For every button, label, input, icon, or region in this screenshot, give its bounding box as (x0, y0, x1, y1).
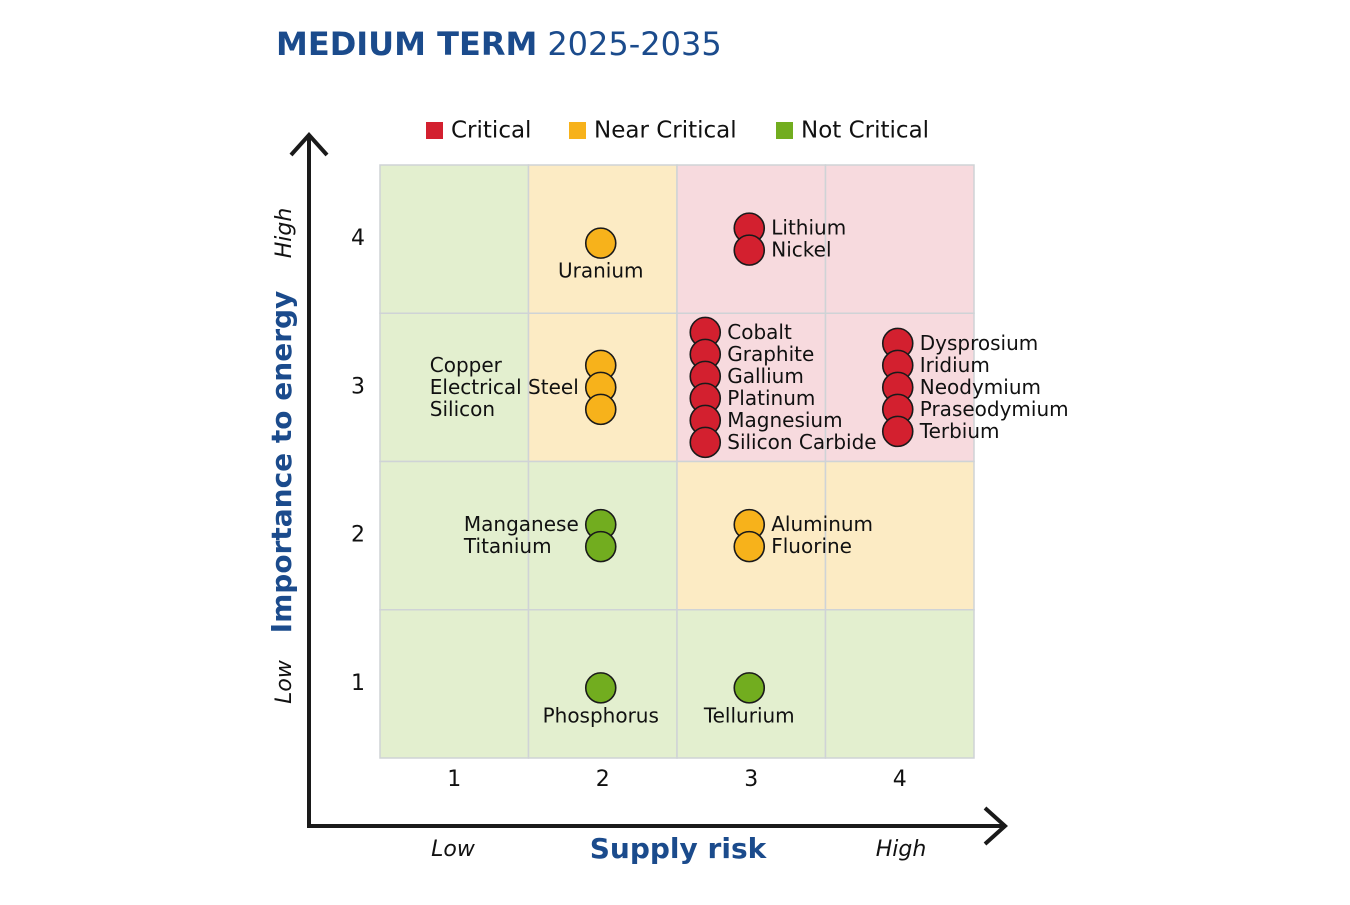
x-low-label: Low (431, 837, 476, 862)
zone-cell (379, 312, 530, 463)
point-label: Iridium (920, 353, 990, 377)
point-label: Gallium (727, 364, 804, 388)
point (584, 530, 617, 563)
point-label: Copper (430, 353, 503, 377)
point-label: Lithium (771, 216, 846, 240)
point (584, 672, 617, 704)
y-axis-label: Importance to energy (265, 291, 298, 634)
point-label: Phosphorus (543, 703, 659, 727)
point-label: Electrical Steel (430, 375, 579, 399)
legend-label: Near Critical (594, 118, 737, 144)
x-axis-label: Supply risk (590, 832, 768, 865)
point-label: Uranium (558, 259, 644, 283)
point-label: Platinum (727, 386, 815, 410)
zone-cell (379, 609, 530, 759)
title-sub: 2025-2035 (547, 25, 721, 63)
title-main: MEDIUM TERM (276, 25, 537, 63)
point-label: Silicon (430, 397, 495, 421)
zone-cell (379, 164, 530, 314)
point-label: Magnesium (727, 408, 842, 432)
y-tick-label: 1 (351, 671, 365, 696)
x-high-label: High (876, 837, 927, 862)
point-label: Graphite (727, 342, 814, 366)
point-label: Nickel (771, 238, 831, 262)
y-low-label: Low (272, 659, 297, 704)
zone-cell (824, 460, 975, 611)
point-label: Manganese (464, 512, 579, 536)
point (689, 426, 722, 459)
x-arrow (983, 806, 1008, 846)
point-label: Neodymium (920, 375, 1041, 399)
y-tick-label: 3 (351, 374, 365, 399)
point-label: Silicon Carbide (727, 430, 876, 454)
point-label: Titanium (463, 534, 552, 558)
x-tick-label: 4 (893, 767, 907, 792)
legend-label: Not Critical (801, 118, 929, 144)
legend-swatch (569, 122, 586, 139)
point (584, 227, 617, 259)
y-tick-label: 4 (351, 226, 365, 251)
background-cells (379, 164, 975, 759)
legend-swatch (776, 122, 793, 139)
point (733, 672, 766, 704)
x-tick-label: 2 (596, 767, 610, 792)
y-high-label: High (272, 208, 297, 259)
legend-label: Critical (451, 118, 531, 144)
y-tick-label: 2 (351, 523, 365, 548)
x-tick-label: 3 (744, 767, 758, 792)
title: MEDIUM TERM 2025-2035 (276, 25, 722, 63)
zone-cell (527, 460, 678, 611)
point-label: Tellurium (703, 703, 795, 727)
x-tick-label: 1 (447, 767, 461, 792)
point-label: Aluminum (771, 512, 873, 536)
axes (289, 132, 1008, 846)
legend: Critical Near Critical Not Critical (426, 118, 929, 144)
legend-swatch (426, 122, 443, 139)
zone-cell (824, 164, 975, 314)
point-label: Fluorine (771, 534, 852, 558)
y-arrow (289, 132, 329, 157)
point (584, 393, 617, 426)
point (733, 234, 766, 266)
zone-cell (824, 609, 975, 759)
point-label: Praseodymium (920, 397, 1069, 421)
point-label: Dysprosium (920, 331, 1039, 355)
point-label: Cobalt (727, 320, 792, 344)
point-label: Terbium (919, 419, 1000, 443)
point (733, 530, 766, 563)
point (881, 415, 914, 448)
